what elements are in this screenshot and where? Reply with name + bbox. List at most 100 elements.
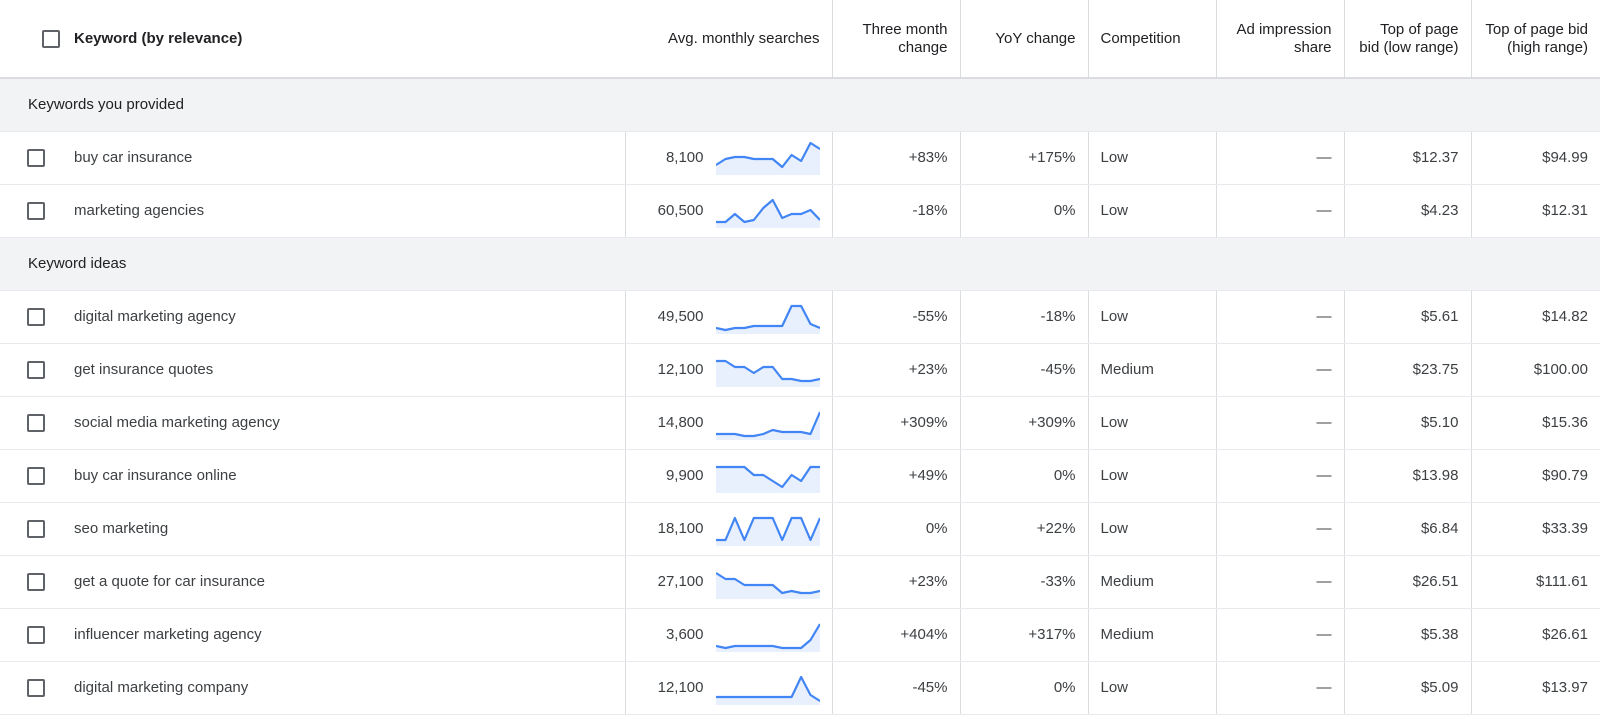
competition-cell: Low (1088, 396, 1217, 450)
ad-share-cell: — (1216, 396, 1345, 450)
row-checkbox[interactable] (27, 519, 45, 538)
trend-line (715, 622, 820, 649)
searches-cell: 60,500 (625, 184, 833, 238)
table-header: Keyword (by relevance) Avg. monthly sear… (0, 0, 1600, 79)
searches-cell: 14,800 (625, 396, 833, 450)
competition-cell: Low (1088, 131, 1217, 185)
competition-cell: Medium (1088, 343, 1217, 397)
three-month-cell: 0% (832, 502, 961, 556)
trend-area (715, 305, 820, 334)
trend-line (715, 304, 820, 331)
trend-line (715, 465, 820, 488)
competition-cell: Low (1088, 661, 1217, 715)
bid-low-cell: $5.38 (1344, 608, 1472, 662)
searches-cell: 12,100 (625, 661, 833, 715)
row-checkbox[interactable] (27, 466, 45, 485)
searches-cell: 18,100 (625, 502, 833, 556)
trend-sparkline (715, 571, 820, 599)
searches-value: 27,100 (657, 573, 704, 590)
three-month-cell: -45% (832, 661, 961, 715)
row-checkbox-cell (0, 184, 74, 238)
col-bid-high[interactable]: Top of page bid (high range) (1471, 0, 1600, 79)
searches-cell: 9,900 (625, 449, 833, 503)
three-month-cell: +49% (832, 449, 961, 503)
searches-cell: 49,500 (625, 290, 833, 344)
keyword-cell: get a quote for car insurance (74, 555, 626, 609)
keyword-cell: digital marketing company (74, 661, 626, 715)
searches-cell: 3,600 (625, 608, 833, 662)
table-row: digital marketing company 12,100 -45% 0% Low… (0, 661, 1600, 715)
col-bid-low[interactable]: Top of page bid (low range) (1344, 0, 1472, 79)
trend-sparkline (715, 304, 820, 334)
yoy-cell: +22% (960, 502, 1089, 556)
searches-cell: 27,100 (625, 555, 833, 609)
trend-area (715, 517, 820, 546)
searches-value: 12,100 (657, 679, 704, 696)
row-checkbox[interactable] (27, 625, 45, 644)
row-checkbox-cell (0, 290, 74, 344)
ad-share-cell: — (1216, 184, 1345, 238)
row-checkbox[interactable] (27, 413, 45, 432)
section-header: Keywords you provided (0, 78, 1600, 132)
row-checkbox[interactable] (27, 148, 45, 167)
bid-low-cell: $26.51 (1344, 555, 1472, 609)
keyword-cell: get insurance quotes (74, 343, 626, 397)
section-title: Keyword ideas (0, 237, 1600, 291)
yoy-cell: 0% (960, 449, 1089, 503)
keyword-cell: buy car insurance (74, 131, 626, 185)
row-checkbox-cell (0, 502, 74, 556)
competition-cell: Low (1088, 290, 1217, 344)
trend-sparkline (715, 141, 820, 175)
trend-line (715, 411, 820, 437)
row-checkbox-cell (0, 396, 74, 450)
col-three-month[interactable]: Three month change (832, 0, 961, 79)
col-keyword[interactable]: Keyword (by relevance) (74, 0, 625, 79)
col-yoy[interactable]: YoY change (960, 0, 1089, 79)
bid-low-cell: $23.75 (1344, 343, 1472, 397)
keyword-cell: buy car insurance online (74, 449, 626, 503)
bid-high-cell: $33.39 (1471, 502, 1600, 556)
row-checkbox[interactable] (27, 360, 45, 379)
table-row: digital marketing agency 49,500 -55% -18% Lo… (0, 290, 1600, 344)
yoy-cell: -18% (960, 290, 1089, 344)
select-all-checkbox[interactable] (41, 29, 60, 48)
trend-line (715, 141, 820, 168)
col-ad-share[interactable]: Ad impression share (1216, 0, 1345, 79)
competition-cell: Medium (1088, 555, 1217, 609)
table-row: buy car insurance online 9,900 +49% 0% Low — $… (0, 449, 1600, 503)
yoy-cell: -33% (960, 555, 1089, 609)
trend-line (715, 571, 820, 594)
bid-low-cell: $5.61 (1344, 290, 1472, 344)
competition-cell: Low (1088, 184, 1217, 238)
bid-high-cell: $26.61 (1471, 608, 1600, 662)
bid-low-cell: $6.84 (1344, 502, 1472, 556)
bid-high-cell: $12.31 (1471, 184, 1600, 238)
keyword-cell: marketing agencies (74, 184, 626, 238)
row-checkbox[interactable] (27, 201, 45, 220)
trend-sparkline (715, 675, 820, 705)
yoy-cell: 0% (960, 184, 1089, 238)
trend-sparkline (715, 198, 820, 228)
three-month-cell: +83% (832, 131, 961, 185)
section-header: Keyword ideas (0, 237, 1600, 291)
table-row: buy car insurance 8,100 +83% +175% Low — $12.3… (0, 131, 1600, 185)
row-checkbox[interactable] (27, 572, 45, 591)
row-checkbox[interactable] (27, 678, 45, 697)
row-checkbox[interactable] (27, 307, 45, 326)
trend-sparkline (715, 622, 820, 652)
ad-share-cell: — (1216, 131, 1345, 185)
bid-low-cell: $4.23 (1344, 184, 1472, 238)
trend-sparkline (715, 359, 820, 387)
col-searches[interactable]: Avg. monthly searches (625, 0, 833, 79)
table-row: get a quote for car insurance 27,100 +23% -… (0, 555, 1600, 609)
searches-value: 12,100 (657, 361, 704, 378)
ad-share-cell: — (1216, 343, 1345, 397)
ad-share-cell: — (1216, 555, 1345, 609)
searches-cell: 8,100 (625, 131, 833, 185)
searches-value: 8,100 (665, 149, 704, 166)
col-competition[interactable]: Competition (1088, 0, 1217, 79)
searches-value: 60,500 (657, 202, 704, 219)
searches-value: 3,600 (665, 626, 704, 643)
yoy-cell: +175% (960, 131, 1089, 185)
yoy-cell: +317% (960, 608, 1089, 662)
